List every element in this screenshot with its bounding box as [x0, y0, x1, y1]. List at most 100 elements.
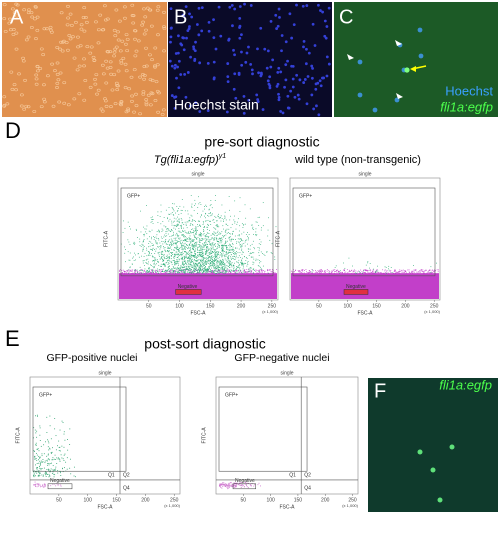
- event: [194, 264, 196, 266]
- event: [221, 266, 223, 268]
- x-tick-label: 100: [266, 497, 275, 503]
- event: [221, 249, 223, 251]
- event: [253, 268, 255, 270]
- event: [210, 251, 211, 253]
- event: [57, 458, 59, 460]
- event: [175, 272, 176, 274]
- event: [167, 251, 169, 253]
- event: [217, 254, 219, 256]
- event: [207, 258, 209, 260]
- event: [177, 220, 178, 222]
- event: [209, 205, 211, 207]
- event: [334, 269, 336, 271]
- cell: [82, 57, 86, 61]
- quadrant-label: Q1: [289, 472, 296, 478]
- event: [212, 264, 214, 266]
- event: [218, 273, 220, 274]
- event: [186, 264, 188, 265]
- event: [189, 265, 191, 267]
- event: [160, 257, 162, 258]
- event: [39, 464, 41, 466]
- event: [241, 245, 243, 246]
- event: [206, 257, 208, 259]
- event: [193, 232, 194, 234]
- event: [186, 269, 188, 270]
- event: [233, 272, 235, 274]
- event: [174, 247, 175, 248]
- event: [177, 271, 179, 273]
- event: [173, 227, 175, 229]
- cell: [34, 37, 38, 41]
- event: [275, 269, 277, 270]
- event: [342, 271, 343, 273]
- event: [249, 484, 251, 485]
- event: [33, 471, 34, 473]
- event: [210, 244, 212, 246]
- event: [216, 240, 218, 242]
- cell: [155, 63, 160, 67]
- event: [223, 255, 225, 257]
- event: [201, 253, 203, 254]
- event: [60, 484, 62, 486]
- event: [186, 268, 188, 270]
- event: [239, 252, 241, 254]
- event: [123, 271, 125, 272]
- event: [206, 269, 208, 271]
- event: [205, 233, 207, 235]
- event: [59, 471, 61, 473]
- event: [250, 270, 252, 272]
- event: [227, 271, 229, 273]
- event: [238, 255, 240, 257]
- event: [157, 259, 158, 261]
- event: [56, 463, 58, 464]
- cell: [130, 3, 135, 7]
- event: [249, 272, 251, 274]
- event: [175, 254, 177, 256]
- cell: [58, 47, 62, 51]
- event: [222, 271, 224, 273]
- event: [38, 459, 39, 461]
- event: [146, 205, 147, 207]
- event: [172, 270, 174, 271]
- cell: [109, 72, 113, 76]
- event: [130, 270, 132, 272]
- event: [236, 272, 238, 274]
- event: [367, 261, 369, 263]
- event: [217, 241, 219, 242]
- event: [168, 247, 170, 249]
- event: [231, 250, 233, 252]
- event: [214, 238, 216, 240]
- event: [133, 241, 135, 243]
- event: [203, 271, 205, 272]
- event: [356, 271, 358, 273]
- event: [146, 255, 148, 257]
- event: [193, 248, 195, 250]
- event: [376, 270, 377, 272]
- event: [260, 229, 262, 231]
- event: [193, 246, 195, 248]
- event: [191, 205, 193, 207]
- nucleus: [277, 98, 281, 102]
- event: [220, 272, 222, 273]
- event: [183, 270, 185, 272]
- event: [184, 260, 186, 262]
- event: [340, 271, 342, 273]
- quadrant-label: Q2: [304, 472, 311, 478]
- event: [196, 251, 198, 253]
- event: [231, 223, 233, 225]
- event: [219, 217, 221, 219]
- event: [182, 229, 184, 231]
- event: [209, 263, 211, 265]
- panel-label: A: [10, 6, 24, 28]
- cell: [93, 77, 97, 81]
- event: [318, 271, 320, 272]
- event: [217, 260, 219, 261]
- nucleus: [295, 73, 299, 77]
- event: [222, 259, 224, 261]
- event: [200, 270, 202, 272]
- nucleus: [323, 34, 327, 38]
- event: [196, 262, 198, 264]
- event: [232, 238, 234, 240]
- event: [237, 267, 239, 268]
- event: [255, 231, 257, 233]
